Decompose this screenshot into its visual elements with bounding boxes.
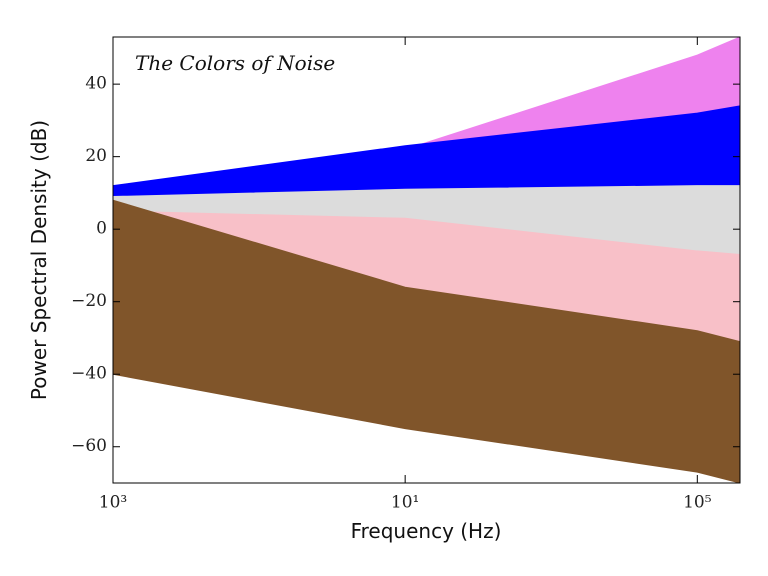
y-tick-label: 20 [85, 146, 107, 166]
x-tick-label: 10³ [99, 493, 127, 513]
y-tick-label: 40 [85, 74, 107, 94]
x-axis-label: Frequency (Hz) [351, 519, 502, 543]
y-tick-label: −60 [71, 436, 107, 456]
x-tick-label: 10¹ [391, 493, 419, 513]
y-tick-label: −20 [71, 291, 107, 311]
plot-frame [112, 36, 741, 484]
annotation: The Colors of Noise [135, 51, 335, 75]
x-tick-label: 10⁵ [683, 493, 712, 513]
noise-band [113, 199, 740, 483]
y-axis-label: Power Spectral Density (dB) [27, 120, 51, 400]
y-tick-label: −40 [71, 364, 107, 384]
y-tick-label: 0 [96, 219, 107, 239]
